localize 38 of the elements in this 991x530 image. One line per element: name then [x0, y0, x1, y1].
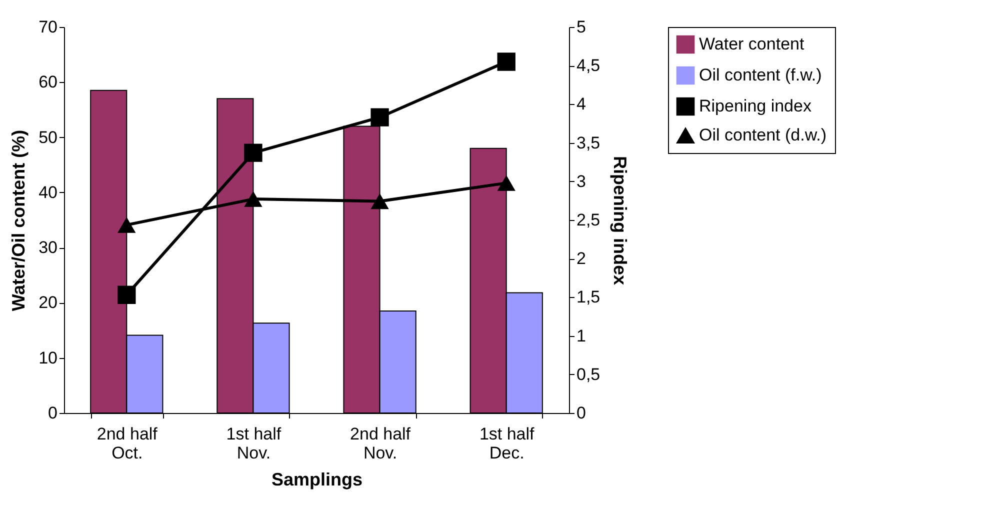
point	[497, 175, 516, 191]
y-tick-label: 70	[38, 18, 58, 36]
y2-tick-label: 1,5	[576, 288, 600, 307]
point	[118, 217, 136, 233]
point	[244, 144, 262, 162]
legend-label: Water content	[699, 34, 804, 54]
point	[370, 193, 389, 210]
point	[497, 52, 516, 71]
y-tick-label: 60	[38, 72, 58, 92]
y2-tick-label: 5	[576, 18, 586, 36]
point	[244, 191, 262, 207]
y2-tick-label: 0	[576, 404, 586, 422]
y2-tick-label: 2,5	[576, 210, 600, 230]
x-axis-title: Samplings	[271, 470, 363, 490]
y2-tick-label: 4,5	[576, 56, 600, 76]
y2-tick-label: 4	[576, 94, 586, 114]
y2-tick-label: 3,5	[576, 133, 600, 152]
y2-tick-label: 3	[576, 172, 586, 191]
legend-label: Ripening index	[699, 96, 812, 116]
point	[370, 108, 389, 126]
y-tick-label: 10	[38, 348, 58, 368]
y-tick-label: 20	[38, 293, 58, 312]
x-tick-label: 2nd half Nov.	[350, 424, 411, 462]
x-tick-label: 2nd half Oct.	[96, 424, 158, 462]
y2-axis-title: Ripening index	[610, 156, 630, 286]
y-tick-label: 30	[38, 238, 58, 258]
y-axis-title: Water/Oil content (%)	[8, 130, 29, 312]
legend-label: Oil content (d.w.)	[699, 126, 827, 144]
y2-tick-label: 1	[576, 326, 586, 346]
x-tick-label: 1st half Dec.	[479, 424, 535, 462]
y2-tick-label: 2	[576, 249, 586, 268]
x-tick-label: 1st half Nov.	[226, 424, 282, 462]
y-tick-label: 40	[38, 182, 58, 202]
y-tick-label: 50	[38, 128, 58, 147]
y2-tick-label: 0,5	[576, 364, 600, 384]
y-tick-label: 0	[48, 404, 58, 422]
legend-label: Oil content (f.w.)	[699, 66, 822, 84]
point	[118, 286, 136, 304]
